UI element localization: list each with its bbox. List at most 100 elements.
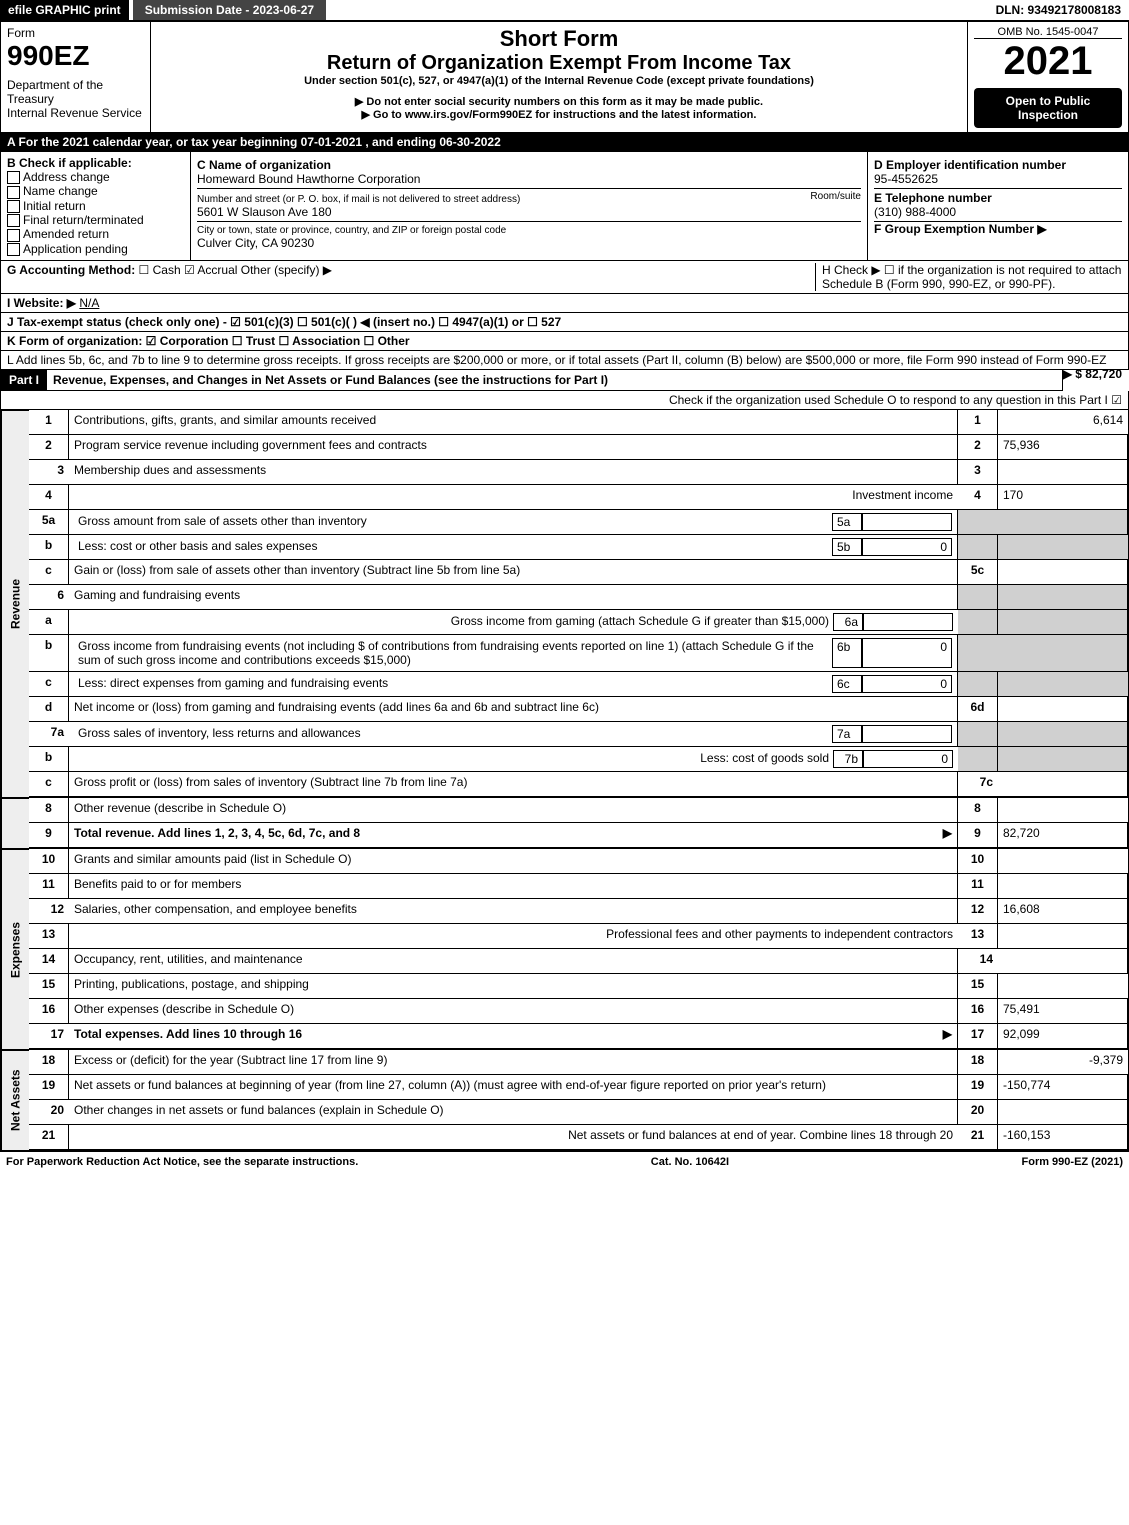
e-label: E Telephone number <box>874 191 992 205</box>
line-1-box: 1 <box>958 410 998 435</box>
form-word: Form <box>7 26 144 40</box>
c-addr-label: Number and street (or P. O. box, if mail… <box>197 194 520 205</box>
line-7a-shade <box>958 722 998 747</box>
b-amended-return[interactable]: Amended return <box>7 227 184 241</box>
line-13-val <box>998 924 1128 949</box>
org-name: Homeward Bound Hawthorne Corporation <box>197 172 420 186</box>
goto-link[interactable]: ▶ Go to www.irs.gov/Form990EZ for instru… <box>157 108 961 121</box>
line-10-val <box>998 849 1128 874</box>
open-public-inspection: Open to Public Inspection <box>974 88 1122 128</box>
line-11-box: 11 <box>958 874 998 899</box>
tax-year: 2021 <box>974 39 1122 84</box>
line-6-shade <box>958 585 998 610</box>
line-19-no: 19 <box>29 1075 69 1100</box>
line-6d-desc: Net income or (loss) from gaming and fun… <box>69 697 958 722</box>
line-3-desc: Membership dues and assessments <box>69 460 958 485</box>
footer-mid: Cat. No. 10642I <box>651 1156 729 1168</box>
irs-label: Internal Revenue Service <box>7 106 144 120</box>
line-6b-no: b <box>29 635 69 672</box>
line-6b-valshade <box>998 635 1128 672</box>
efile-label: efile GRAPHIC print <box>0 0 129 20</box>
line-20-box: 20 <box>958 1100 998 1125</box>
line-4-no: 4 <box>29 485 69 510</box>
line-8-desc: Other revenue (describe in Schedule O) <box>69 798 958 823</box>
section-b: B Check if applicable: Address change Na… <box>1 152 191 260</box>
dln: DLN: 93492178008183 <box>988 0 1129 20</box>
b-application-pending[interactable]: Application pending <box>7 242 184 256</box>
lines-grid-exp: Expenses 10 Grants and similar amounts p… <box>0 849 1129 1050</box>
b-address-change[interactable]: Address change <box>7 170 184 184</box>
line-21-box: 21 <box>958 1125 998 1150</box>
g-label: G Accounting Method: <box>7 263 135 277</box>
lines-grid-net: Net Assets 18 Excess or (deficit) for th… <box>0 1050 1129 1151</box>
line-7b-shade <box>958 747 998 772</box>
line-7c-desc: Gross profit or (loss) from sales of inv… <box>69 772 958 797</box>
line-16-desc: Other expenses (describe in Schedule O) <box>69 999 958 1024</box>
line-9-val: 82,720 <box>998 823 1128 848</box>
line-15-box: 15 <box>958 974 998 999</box>
b-final-return[interactable]: Final return/terminated <box>7 213 184 227</box>
h-label[interactable]: H Check ▶ ☐ if the organization is not r… <box>822 263 1121 291</box>
k-label: K Form of organization: ☑ Corporation ☐ … <box>7 334 410 348</box>
footer-left: For Paperwork Reduction Act Notice, see … <box>6 1156 358 1168</box>
top-bar: efile GRAPHIC print Submission Date - 20… <box>0 0 1129 21</box>
expenses-vert: Expenses <box>1 849 29 1049</box>
b-name-change[interactable]: Name change <box>7 184 184 198</box>
line-7a-no: 7a <box>29 722 69 747</box>
line-7a-desc: Gross sales of inventory, less returns a… <box>69 722 958 747</box>
line-8-val <box>998 798 1128 823</box>
return-title: Return of Organization Exempt From Incom… <box>157 52 961 75</box>
line-21-val: -160,153 <box>998 1125 1128 1150</box>
g-options[interactable]: ☐ Cash ☑ Accrual Other (specify) ▶ <box>139 263 332 277</box>
section-j[interactable]: J Tax-exempt status (check only one) - ☑… <box>0 313 1129 332</box>
line-9-box: 9 <box>958 823 998 848</box>
line-6a-no: a <box>29 610 69 635</box>
line-7b-valshade <box>998 747 1128 772</box>
line-6c-valshade <box>998 672 1128 697</box>
org-info-grid: B Check if applicable: Address change Na… <box>0 152 1129 261</box>
line-6a-shade <box>958 610 998 635</box>
line-14-box: 14 <box>958 949 998 974</box>
section-i: I Website: ▶ N/A <box>0 294 1129 313</box>
line-4-desc: Investment income <box>69 485 958 510</box>
line-18-no: 18 <box>29 1050 69 1075</box>
b-initial-return[interactable]: Initial return <box>7 199 184 213</box>
line-17-no: 17 <box>29 1024 69 1049</box>
line-5a-shade <box>958 510 998 535</box>
line-5b-shade <box>958 535 998 560</box>
line-21-no: 21 <box>29 1125 69 1150</box>
line-7c-val <box>998 772 1128 797</box>
line-7a-valshade <box>998 722 1128 747</box>
line-16-val: 75,491 <box>998 999 1128 1024</box>
under-section: Under section 501(c), 527, or 4947(a)(1)… <box>157 75 961 87</box>
line-10-box: 10 <box>958 849 998 874</box>
line-6b-shade <box>958 635 998 672</box>
line-1-no: 1 <box>29 410 69 435</box>
line-16-no: 16 <box>29 999 69 1024</box>
line-7b-desc: Less: cost of goods sold7b0 <box>69 747 958 772</box>
org-city: Culver City, CA 90230 <box>197 236 314 250</box>
line-20-desc: Other changes in net assets or fund bala… <box>69 1100 958 1125</box>
part1-check-row: Check if the organization used Schedule … <box>0 391 1129 410</box>
line-6d-no: d <box>29 697 69 722</box>
org-address: 5601 W Slauson Ave 180 <box>197 205 332 219</box>
line-8-no: 8 <box>29 798 69 823</box>
line-17-val: 92,099 <box>998 1024 1128 1049</box>
line-5c-val <box>998 560 1128 585</box>
part1-checkbox[interactable]: ☑ <box>1111 393 1122 407</box>
website: N/A <box>79 296 99 310</box>
line-14-val <box>998 949 1128 974</box>
lines-grid: Revenue 1 Contributions, gifts, grants, … <box>0 410 1129 798</box>
part1-badge: Part I <box>1 370 47 390</box>
line-8-box: 8 <box>958 798 998 823</box>
line-6d-val <box>998 697 1128 722</box>
line-4-box: 4 <box>958 485 998 510</box>
line-15-val <box>998 974 1128 999</box>
l-value: ▶ $ 82,720 <box>1063 367 1122 381</box>
line-5c-desc: Gain or (loss) from sale of assets other… <box>69 560 958 585</box>
line-6c-no: c <box>29 672 69 697</box>
line-13-no: 13 <box>29 924 69 949</box>
part1-desc: Revenue, Expenses, and Changes in Net As… <box>47 371 1062 389</box>
section-k[interactable]: K Form of organization: ☑ Corporation ☐ … <box>0 332 1129 351</box>
line-20-no: 20 <box>29 1100 69 1125</box>
